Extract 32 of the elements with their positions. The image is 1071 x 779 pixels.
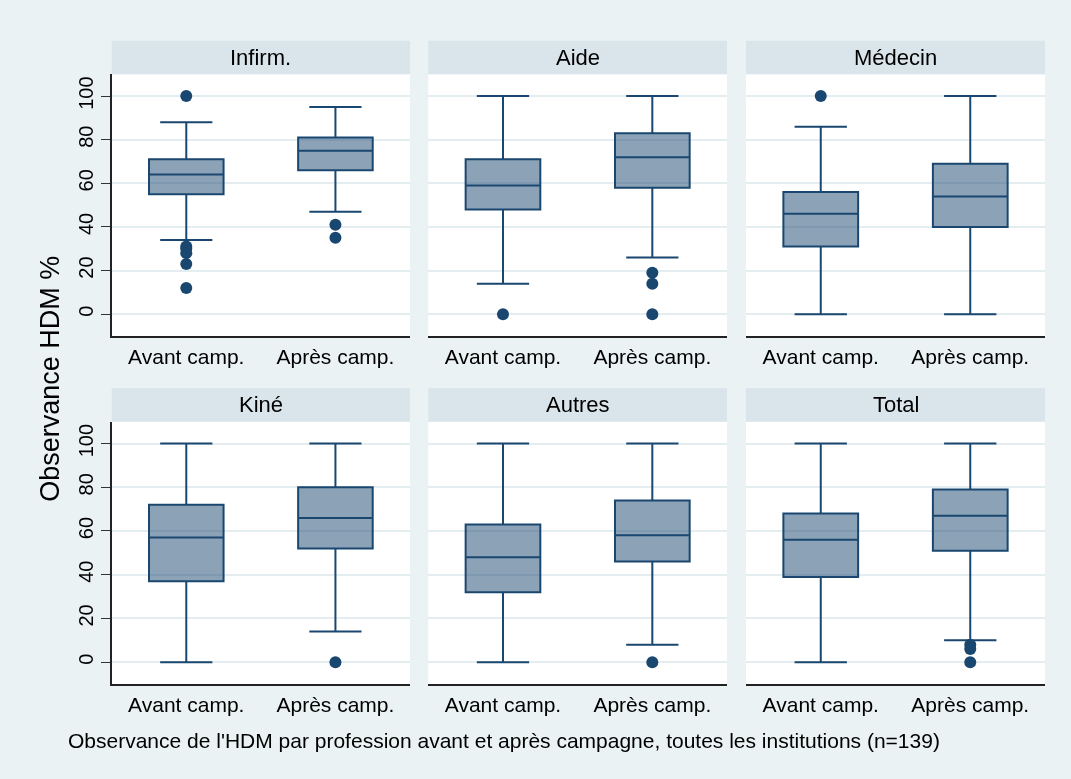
- x-tick-label: Après camp.: [911, 344, 1030, 368]
- y-tick-label: 0: [74, 305, 97, 317]
- x-tick-label: Avant camp.: [762, 692, 879, 716]
- y-tick-label: 20: [74, 256, 97, 279]
- y-tick-label: 60: [74, 516, 97, 540]
- x-tick-label: Avant camp.: [128, 692, 245, 716]
- x-tick-label: Après camp.: [593, 344, 712, 368]
- y-tick-label: 80: [74, 473, 97, 496]
- x-tick-label: Avant camp.: [762, 344, 879, 368]
- chart-title: Autres: [546, 392, 610, 417]
- x-tick-label: Après camp.: [276, 692, 395, 716]
- y-tick-label: 40: [74, 212, 97, 236]
- y-tick-label: 100: [74, 423, 97, 458]
- chart-title: Kiné: [239, 392, 284, 417]
- y-axis-title: Observance HDM %: [34, 255, 65, 502]
- y-tick-label: 40: [74, 560, 97, 583]
- chart-title: Aide: [556, 45, 601, 70]
- x-tick-label: Après camp.: [911, 692, 1030, 716]
- y-tick-label: 0: [74, 653, 97, 665]
- chart-title: Total: [873, 392, 920, 417]
- text: Observance de l'HDM par profession avant et après campagne, toutes les institutions (n=139): [68, 729, 940, 752]
- x-tick-label: Avant camp.: [128, 344, 245, 368]
- x-tick-label: Avant camp.: [444, 344, 562, 368]
- y-tick-label: 60: [74, 169, 97, 192]
- x-tick-label: Après camp.: [593, 692, 712, 716]
- y-tick-label: 20: [74, 604, 97, 627]
- y-tick-label: 80: [74, 125, 97, 148]
- chart-title: Infirm.: [230, 45, 292, 70]
- chart-title: Médecin: [854, 45, 938, 70]
- x-tick-label: Avant camp.: [444, 692, 562, 716]
- x-tick-label: Après camp.: [276, 344, 395, 368]
- y-tick-label: 100: [74, 76, 97, 110]
